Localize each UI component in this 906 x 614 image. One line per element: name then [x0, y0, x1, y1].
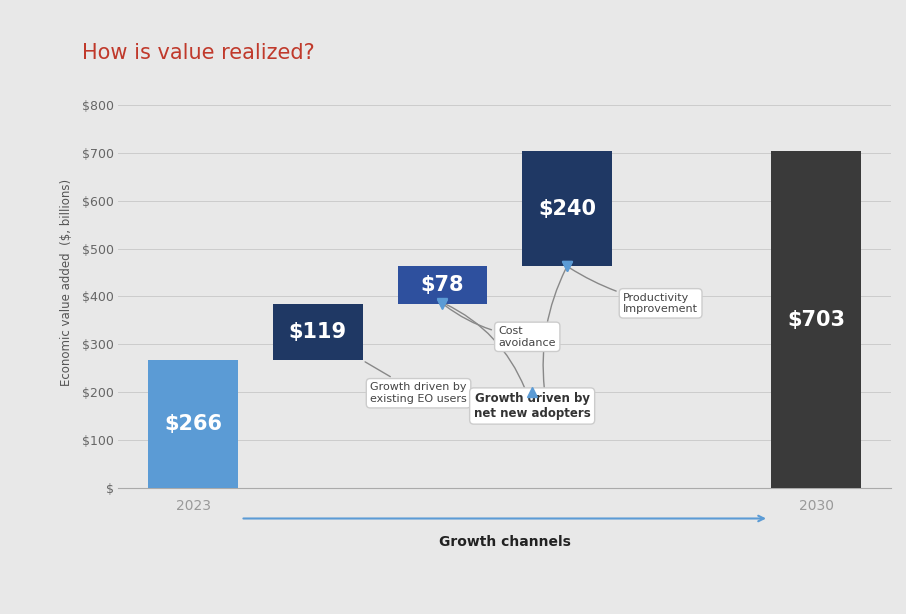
- Text: $240: $240: [538, 199, 596, 219]
- Text: Cost
avoidance: Cost avoidance: [445, 305, 556, 348]
- Bar: [522, 152, 612, 266]
- Y-axis label: Economic value added  ($, billions): Economic value added ($, billions): [61, 179, 73, 386]
- Text: Growth driven by
existing EO users: Growth driven by existing EO users: [365, 362, 467, 404]
- Text: Growth channels: Growth channels: [439, 535, 571, 549]
- Text: $703: $703: [787, 309, 845, 330]
- Text: Productivity
Improvement: Productivity Improvement: [569, 268, 699, 314]
- Bar: [149, 360, 238, 488]
- Text: $78: $78: [420, 275, 464, 295]
- Text: Growth driven by
net new adopters: Growth driven by net new adopters: [474, 392, 591, 420]
- Text: How is value realized?: How is value realized?: [82, 43, 314, 63]
- Bar: [273, 303, 362, 360]
- Bar: [398, 266, 487, 303]
- Bar: [771, 152, 861, 488]
- Text: $266: $266: [164, 414, 222, 434]
- Text: $119: $119: [289, 322, 347, 342]
